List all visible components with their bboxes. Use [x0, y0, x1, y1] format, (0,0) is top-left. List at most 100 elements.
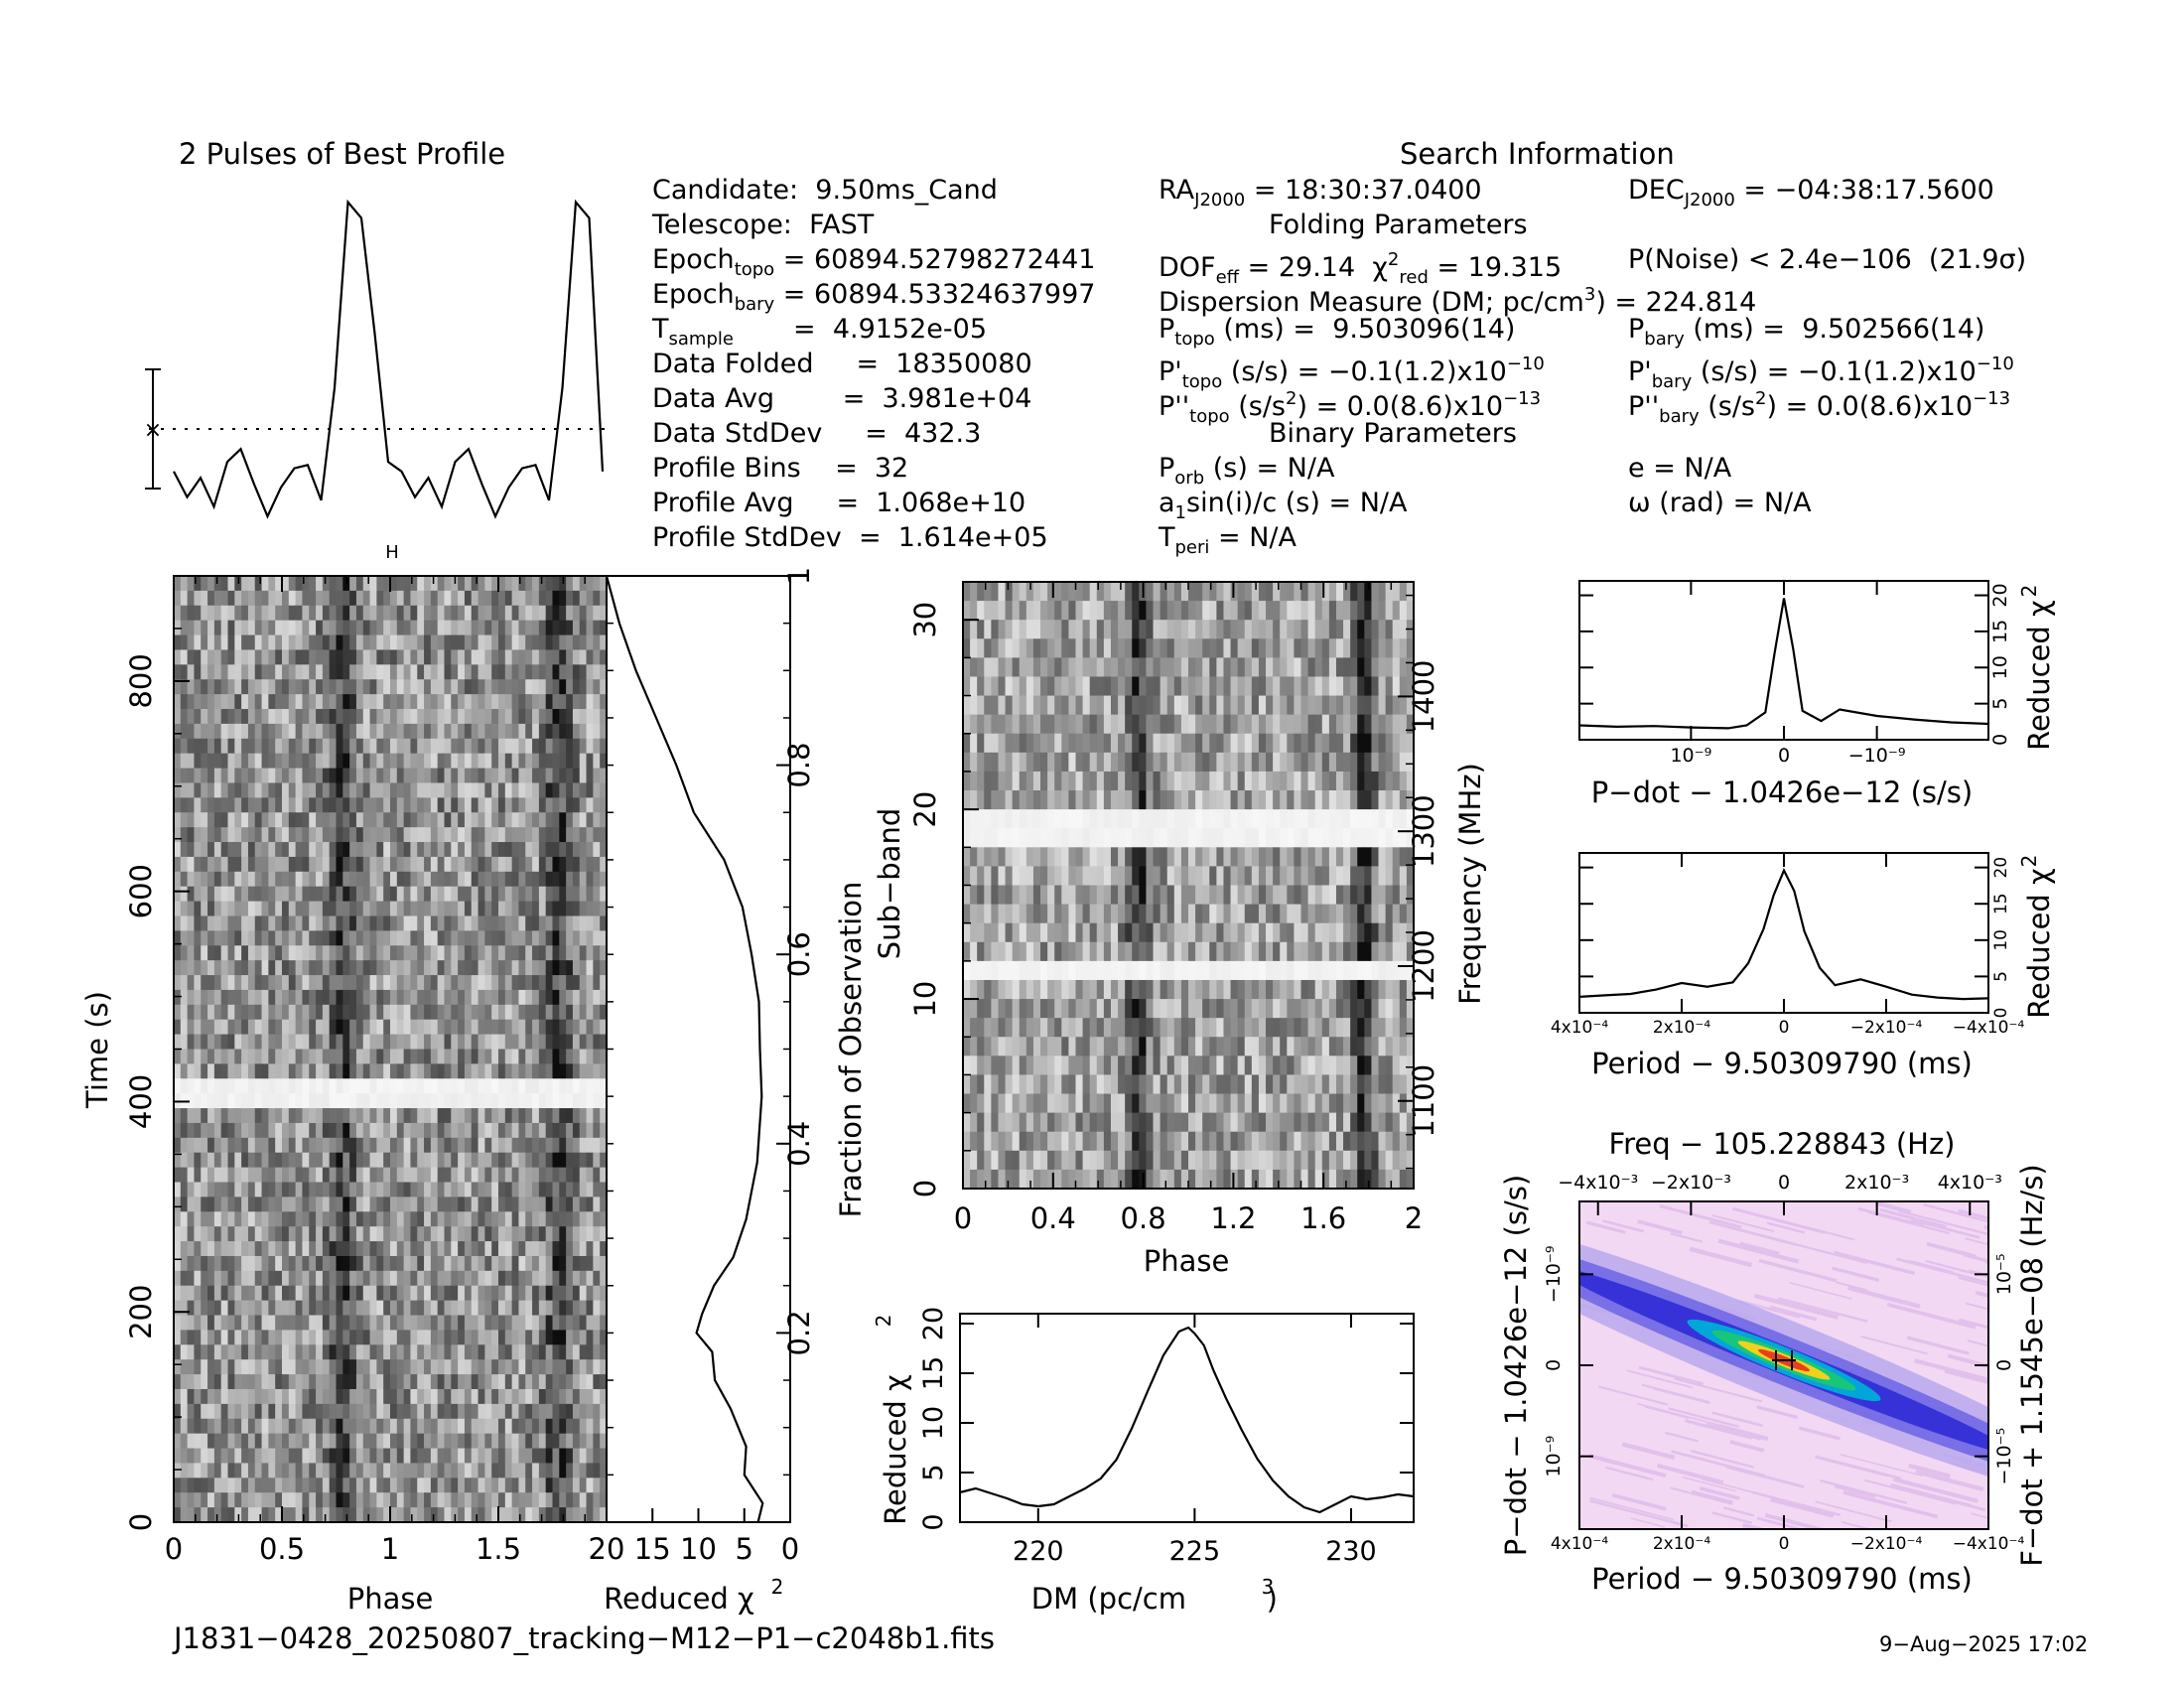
time-phase-cell [552, 1034, 560, 1051]
time-phase-cell [403, 1137, 412, 1154]
subband-cell [1103, 790, 1112, 810]
time-phase-cell [464, 1019, 473, 1036]
time-phase-cell [538, 1255, 547, 1272]
profile-phase-marker: H [385, 542, 399, 563]
time-phase-cell [194, 1049, 202, 1064]
time-phase-cell [369, 1004, 377, 1021]
time-phase-cell [471, 679, 479, 695]
subband-cell [1153, 790, 1161, 810]
time-phase-cell [498, 1078, 506, 1094]
subband-cell [991, 601, 1000, 621]
time-phase-cell [234, 664, 242, 680]
time-phase-cell [282, 1108, 290, 1124]
time-phase-cell [511, 1019, 520, 1036]
time-phase-cell [491, 856, 499, 873]
time-phase-cell [288, 768, 297, 784]
time-phase-cell [342, 1226, 350, 1242]
time-phase-cell [174, 960, 182, 976]
time-phase-cell [234, 1093, 242, 1109]
time-phase-cell [390, 1359, 398, 1375]
time-phase-cell [396, 694, 405, 710]
time-phase-cell [390, 1004, 398, 1021]
time-phase-cell [268, 797, 276, 813]
subband-cell [1399, 657, 1408, 678]
time-phase-cell [525, 1049, 533, 1064]
time-phase-cell [362, 975, 371, 991]
time-phase-cell [322, 1477, 331, 1493]
time-phase-cell [254, 797, 263, 813]
subband-cell [1357, 676, 1365, 697]
time-phase-cell [282, 1300, 290, 1317]
time-phase-cell [410, 1403, 418, 1420]
time-phase-cell [261, 1049, 269, 1064]
subband-cell [1089, 695, 1098, 716]
time-phase-cell [525, 694, 533, 710]
time-phase-cell [207, 827, 215, 843]
time-phase-cell [538, 664, 547, 680]
subband-cell [1371, 714, 1380, 735]
time-phase-cell [336, 915, 343, 931]
time-phase-cell [227, 782, 235, 798]
time-phase-cell [187, 812, 196, 828]
time-phase-cell [478, 1374, 485, 1390]
time-phase-cell [261, 738, 269, 755]
time-phase-cell [355, 1152, 364, 1169]
time-phase-cell [600, 1492, 608, 1508]
time-phase-cell [572, 1448, 581, 1465]
time-phase-cell [471, 1285, 479, 1302]
time-phase-cell [322, 945, 331, 961]
time-phase-cell [376, 620, 384, 636]
subband-cell [1061, 601, 1069, 621]
time-phase-cell [309, 1270, 317, 1287]
time-phase-cell [282, 1477, 290, 1493]
time-phase-cell [369, 915, 377, 931]
time-phase-cell [342, 1418, 350, 1435]
time-phase-cell [579, 1078, 588, 1094]
time-phase-cell [566, 960, 574, 976]
time-phase-cell [532, 1507, 540, 1523]
time-phase-cell [444, 1330, 452, 1345]
subband-cell [1160, 771, 1168, 791]
subband-cell [1032, 582, 1041, 602]
time-phase-cell [234, 842, 242, 858]
time-phase-cell [566, 1433, 574, 1450]
subband-cell [1307, 695, 1316, 716]
subband-cell [1061, 771, 1069, 791]
time-phase-cell [329, 1463, 338, 1478]
time-phase-cell [390, 1374, 398, 1390]
time-phase-cell [579, 1241, 588, 1257]
time-phase-cell [220, 1374, 229, 1390]
time-phase-cell [369, 1167, 377, 1184]
time-phase-cell [220, 768, 229, 784]
time-phase-cell [430, 871, 439, 888]
subband-cell [1385, 657, 1394, 678]
time-phase-cell [261, 753, 269, 770]
subband-cell [1075, 733, 1084, 754]
time-phase-cell [390, 664, 398, 680]
subband-cell [984, 638, 992, 658]
time-phase-cell [579, 1049, 588, 1064]
time-phase-cell [355, 694, 364, 710]
subband-cell [1328, 657, 1337, 678]
time-phase-cell [282, 709, 290, 725]
time-phase-cell [201, 1137, 208, 1154]
subband-cell [1230, 657, 1239, 678]
time-phase-cell [491, 605, 499, 622]
time-phase-cell [207, 679, 215, 695]
subband-cell [1223, 601, 1232, 621]
subband-cell [1040, 582, 1048, 602]
subband-cell [1096, 771, 1105, 791]
subband-cell [1047, 638, 1055, 658]
subband-cell [1350, 676, 1358, 697]
time-phase-cell [234, 1196, 242, 1212]
time-phase-cell [201, 1359, 208, 1375]
time-phase-cell [201, 930, 208, 946]
time-phase-cell [302, 975, 310, 991]
time-phase-cell [566, 1152, 574, 1169]
time-phase-cell [538, 930, 547, 946]
time-phase-cell [302, 1463, 310, 1478]
time-phase-cell [511, 812, 520, 828]
time-phase-cell [430, 1034, 439, 1051]
time-phase-cell [559, 1270, 567, 1287]
time-phase-cell [187, 590, 196, 607]
